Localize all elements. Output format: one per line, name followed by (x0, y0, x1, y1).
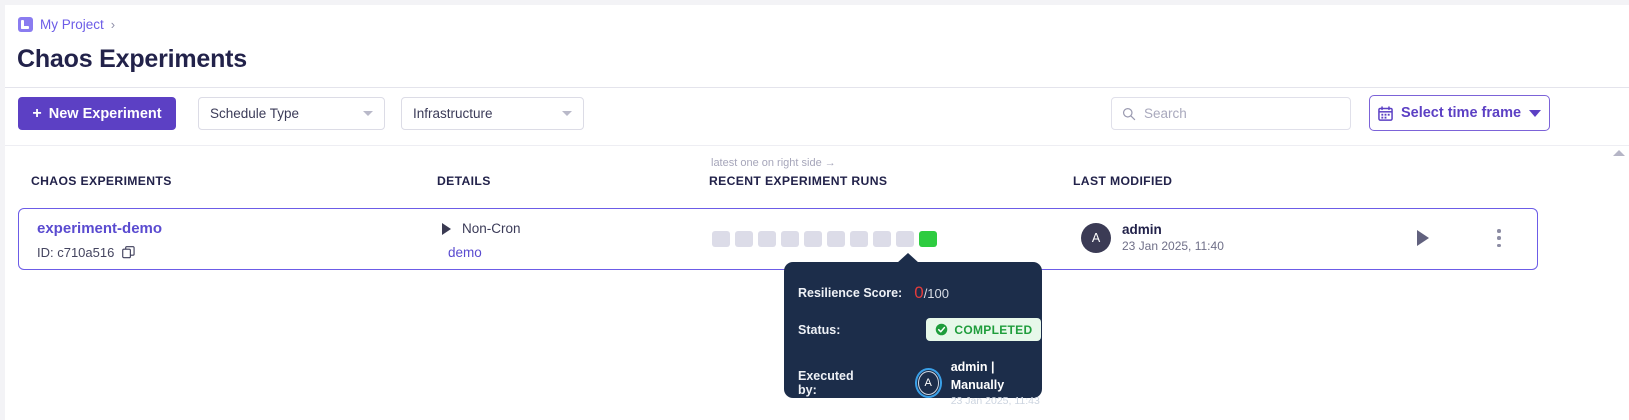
executed-at: 23 Jan 2025, 11:43 (950, 395, 1040, 407)
schedule-type-value: Non-Cron (462, 221, 521, 236)
calendar-icon (1378, 105, 1393, 121)
resilience-score-max: /100 (923, 285, 949, 301)
search-icon (1122, 107, 1136, 120)
run-square[interactable] (712, 231, 730, 247)
status-label: Status: (798, 322, 841, 337)
run-details-tooltip: Resilience Score: 0 /100 Status: COMPLET… (784, 253, 1042, 407)
select-time-frame-button[interactable]: Select time frame (1369, 95, 1550, 131)
run-square-latest[interactable] (919, 231, 937, 247)
scrollbar-up-arrow-icon[interactable] (1613, 150, 1625, 156)
plus-icon: + (32, 104, 42, 122)
recent-runs-strip (712, 231, 937, 247)
copy-icon[interactable] (122, 246, 135, 259)
run-square[interactable] (758, 231, 776, 247)
run-square[interactable] (896, 231, 914, 247)
experiment-id: ID: c710a516 (37, 245, 135, 260)
left-rail (0, 5, 5, 420)
chevron-down-icon (1529, 109, 1542, 117)
play-triangle-icon (442, 222, 451, 235)
breadcrumb-project-link[interactable]: My Project (40, 17, 104, 32)
resilience-score-label: Resilience Score: (798, 286, 903, 300)
executed-by-name: admin | Manually (950, 360, 1005, 392)
new-experiment-button[interactable]: + New Experiment (18, 97, 176, 130)
avatar-initial: A (917, 370, 939, 395)
run-square[interactable] (735, 231, 753, 247)
run-experiment-button[interactable] (1417, 230, 1429, 246)
run-square[interactable] (827, 231, 845, 247)
window-top-strip (0, 0, 1629, 5)
infrastructure-dropdown[interactable]: Infrastructure (401, 97, 584, 130)
select-time-frame-label: Select time frame (1400, 105, 1522, 121)
check-circle-icon (936, 323, 948, 336)
last-modified-cell: A admin 23 Jan 2025, 11:40 (1081, 222, 1224, 253)
experiment-id-label: ID: c710a516 (37, 245, 115, 260)
last-modified-user: admin (1122, 222, 1162, 237)
dot (1497, 229, 1501, 233)
page-header: My Project › Chaos Experiments (5, 5, 1629, 88)
search-box[interactable] (1111, 97, 1351, 130)
row-options-menu-icon[interactable] (1491, 227, 1507, 249)
chevron-down-icon (562, 111, 572, 116)
tooltip-status-row: Status: COMPLETED (798, 318, 1042, 341)
executed-by-label: Executed by: (798, 368, 854, 397)
tooltip-executed-by-row: Executed by: A admin | Manually 23 Jan 2… (798, 358, 1042, 407)
page-title: Chaos Experiments (17, 45, 248, 73)
tooltip-arrow-icon (897, 253, 919, 263)
dot (1497, 236, 1501, 240)
run-square[interactable] (850, 231, 868, 247)
avatar-ring (914, 367, 942, 398)
experiment-name-link[interactable]: experiment-demo (37, 220, 163, 237)
breadcrumb: My Project › (18, 17, 115, 32)
schedule-type-label: Schedule Type (210, 106, 300, 121)
search-input[interactable] (1144, 106, 1340, 121)
column-header-last-modified: LAST MODIFIED (1073, 174, 1173, 188)
resilience-score-value: 0 (914, 283, 924, 302)
new-experiment-label: New Experiment (48, 105, 162, 122)
avatar: A (1081, 222, 1111, 253)
table-row[interactable]: experiment-demo ID: c710a516 Non-Cron de… (18, 208, 1538, 270)
project-icon (18, 17, 33, 32)
run-square[interactable] (873, 231, 891, 247)
schedule-type-dropdown[interactable]: Schedule Type (198, 97, 385, 130)
table-header-row: CHAOS EXPERIMENTS DETAILS latest one on … (5, 146, 1629, 196)
toolbar: + New Experiment Schedule Type Infrastru… (5, 89, 1629, 145)
infrastructure-label: Infrastructure (413, 106, 493, 121)
breadcrumb-separator-icon: › (110, 17, 116, 32)
run-square[interactable] (804, 231, 822, 247)
recent-runs-hint: latest one on right side → (711, 157, 836, 169)
status-badge-text: COMPLETED (954, 322, 1033, 337)
column-header-chaos-experiments: CHAOS EXPERIMENTS (31, 174, 172, 188)
tooltip-resilience-score-row: Resilience Score: 0 /100 (798, 283, 949, 303)
status-badge: COMPLETED (926, 318, 1042, 341)
executed-by-avatar: A (914, 367, 942, 398)
experiment-schedule-type: Non-Cron (442, 221, 521, 236)
dot (1497, 243, 1501, 247)
last-modified-date: 23 Jan 2025, 11:40 (1122, 239, 1224, 253)
executed-by-info: admin | Manually 23 Jan 2025, 11:43 (951, 358, 1042, 407)
chevron-down-icon (363, 111, 373, 116)
column-header-recent-experiment-runs: RECENT EXPERIMENT RUNS (709, 174, 888, 188)
run-square[interactable] (781, 231, 799, 247)
column-header-details: DETAILS (437, 174, 491, 188)
experiment-tag-link[interactable]: demo (448, 245, 482, 260)
